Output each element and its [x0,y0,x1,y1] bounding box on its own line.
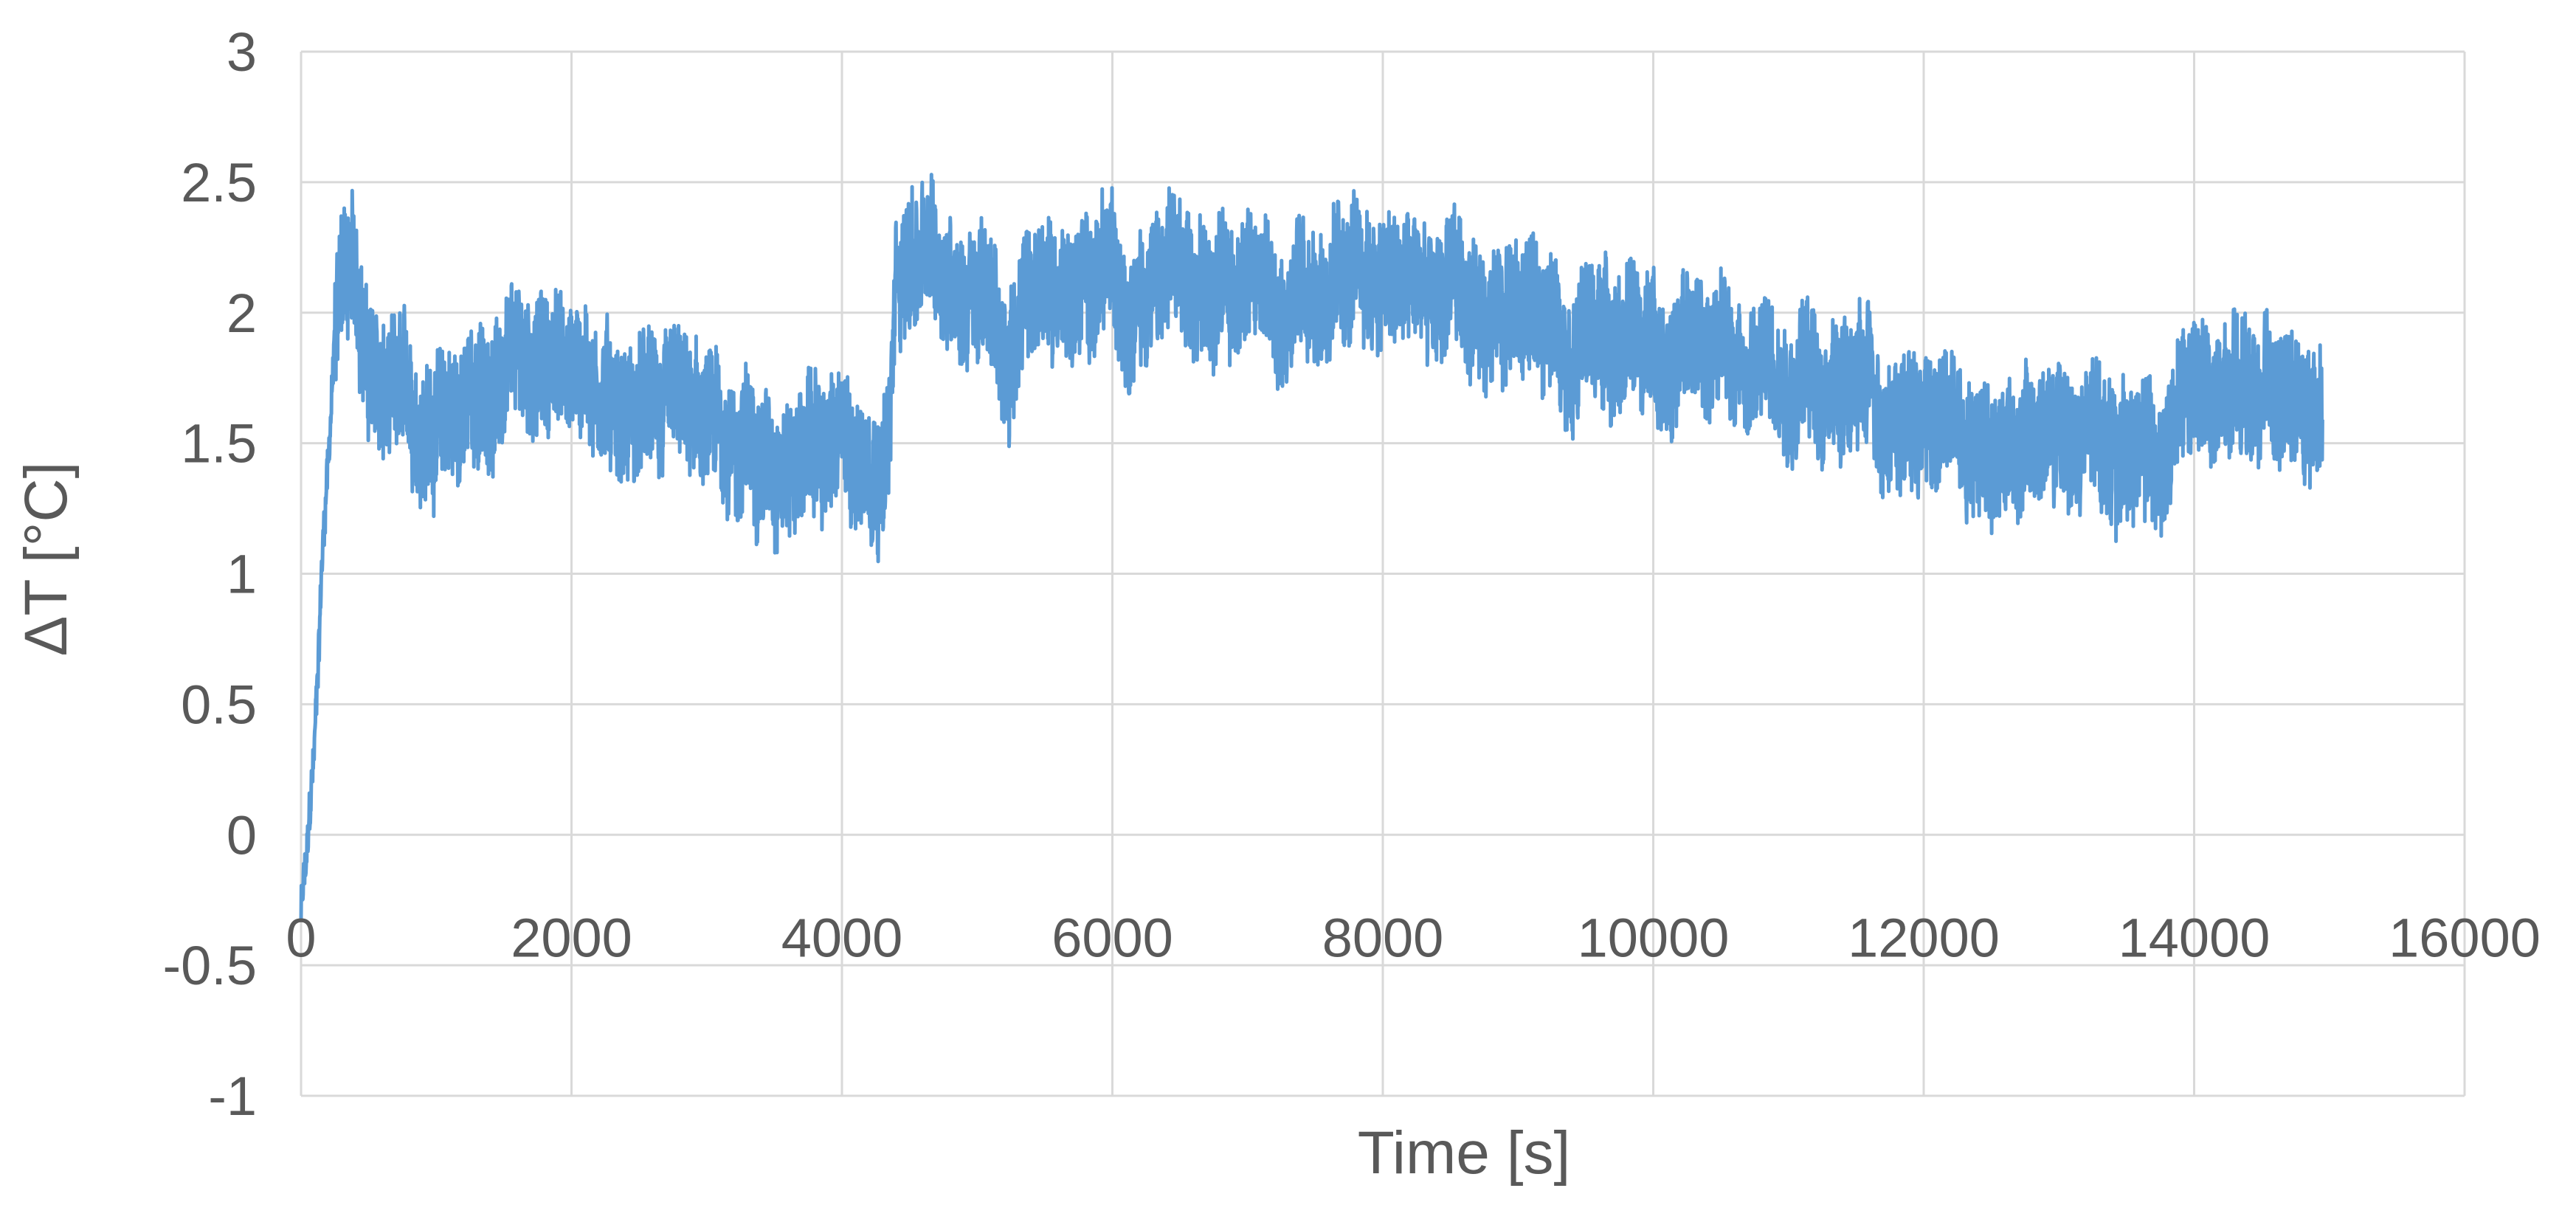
y-tick-label: 2.5 [181,152,257,213]
y-tick-label: 3 [227,21,257,83]
x-tick-label: 10000 [1578,907,1730,968]
plot-area [299,173,2324,919]
x-tick-label: 8000 [1322,907,1444,968]
x-tick-label: 2000 [511,907,632,968]
y-axis-title: ΔT [°C] [13,462,80,657]
x-tick-label: 6000 [1052,907,1173,968]
y-axis-tick-labels: -1 -0.5 0 0.5 1 1.5 2 2.5 3 [162,21,257,1127]
y-tick-label: 0.5 [181,674,257,735]
series-line [299,173,2324,919]
x-axis-tick-labels: 0 2000 4000 6000 8000 10000 12000 14000 16000 [286,907,2540,968]
x-axis-title: Time [s] [1358,1119,1571,1187]
x-tick-label: 4000 [781,907,903,968]
y-tick-label: 0 [227,804,257,866]
y-tick-label: 1.5 [181,413,257,474]
x-tick-label: 0 [286,907,316,968]
y-tick-label: -0.5 [162,935,257,996]
y-tick-label: -1 [208,1066,257,1127]
y-tick-label: 1 [227,544,257,605]
x-tick-label: 12000 [1848,907,2000,968]
y-tick-label: 2 [227,283,257,344]
x-tick-label: 16000 [2389,907,2541,968]
x-tick-label: 14000 [2119,907,2271,968]
